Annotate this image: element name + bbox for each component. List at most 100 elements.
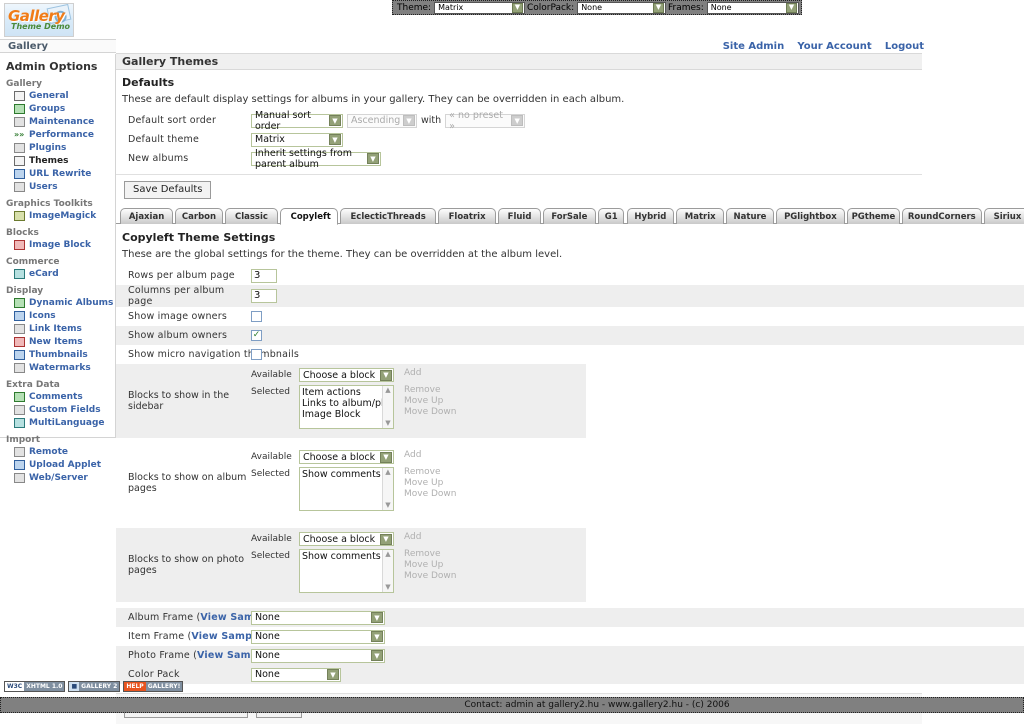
scroll-up-icon[interactable]: ▲: [385, 468, 391, 476]
move-down-button[interactable]: Move Down: [404, 489, 457, 499]
add-block-button[interactable]: Add: [404, 532, 422, 542]
sidebar-item-icons[interactable]: Icons: [4, 310, 115, 322]
sidebar-item-users[interactable]: Users: [4, 181, 115, 193]
sidebar-item-upload-applet[interactable]: Upload Applet: [4, 459, 115, 471]
sidebar-item-web-server[interactable]: Web/Server: [4, 472, 115, 484]
frame-select[interactable]: None ▼: [251, 629, 385, 644]
move-up-button[interactable]: Move Up: [404, 560, 444, 570]
show-micro-nav-checkbox[interactable]: [251, 349, 262, 360]
columns-per-page-input[interactable]: 3: [251, 289, 277, 303]
logout-link[interactable]: Logout: [884, 41, 924, 52]
sidebar-item-themes[interactable]: Themes: [4, 155, 115, 167]
show-album-owners-checkbox[interactable]: ✓: [251, 330, 262, 341]
footer-badge[interactable]: HELP GALLERY!: [123, 681, 184, 692]
sidebar-item-url-rewrite[interactable]: URL Rewrite: [4, 168, 115, 180]
move-down-button[interactable]: Move Down: [404, 407, 457, 417]
sidebar-item-groups[interactable]: Groups: [4, 103, 115, 115]
scroll-down-icon[interactable]: ▼: [385, 501, 391, 509]
scroll-down-icon[interactable]: ▼: [385, 419, 391, 427]
frame-select[interactable]: None ▼: [251, 610, 385, 625]
listbox-scrollbar[interactable]: ▲ ▼: [382, 468, 393, 510]
view-samples-link[interactable]: View Samples: [191, 631, 269, 642]
selected-blocks-listbox[interactable]: Show comments ▲ ▼: [299, 467, 394, 511]
list-item[interactable]: Image Block: [302, 409, 361, 420]
selected-blocks-listbox[interactable]: Show comments ▲ ▼: [299, 549, 394, 593]
sort-preset-select[interactable]: « no preset » ▼: [445, 110, 526, 132]
tab-hybrid[interactable]: Hybrid: [626, 208, 675, 224]
tab-forsale[interactable]: ForSale: [542, 208, 596, 224]
view-samples-link[interactable]: View Samples: [200, 612, 278, 623]
footer-badge[interactable]: ■ GALLERY 2: [68, 681, 121, 692]
tab-copyleft[interactable]: Copyleft: [280, 208, 339, 225]
theme-select[interactable]: Matrix ▼: [434, 1, 525, 14]
list-item[interactable]: Links to album/photo peers: [302, 398, 393, 409]
move-up-button[interactable]: Move Up: [404, 396, 444, 406]
add-block-button[interactable]: Add: [404, 450, 422, 460]
sidebar-item-multilanguage[interactable]: MultiLanguage: [4, 417, 115, 429]
view-samples-link[interactable]: View Samples: [197, 650, 274, 661]
tab-nature[interactable]: Nature: [726, 208, 774, 224]
available-block-select[interactable]: Choose a block ▼: [299, 450, 394, 464]
site-admin-link[interactable]: Site Admin: [722, 41, 785, 52]
list-item[interactable]: Item actions: [302, 387, 361, 398]
sidebar-item-thumbnails[interactable]: Thumbnails: [4, 349, 115, 361]
sidebar-item-comments[interactable]: Comments: [4, 391, 115, 403]
save-defaults-button[interactable]: Save Defaults: [124, 181, 212, 199]
tab-ajaxian[interactable]: Ajaxian: [120, 208, 174, 224]
sidebar-item-general[interactable]: General: [4, 90, 115, 102]
list-item[interactable]: Show comments: [302, 469, 381, 480]
colorpack-select[interactable]: None ▼: [577, 1, 666, 14]
tab-eclecticthreads[interactable]: EclecticThreads: [340, 208, 436, 224]
tab-floatrix[interactable]: Floatrix: [437, 208, 497, 224]
tab-pglightbox[interactable]: PGlightbox: [775, 208, 845, 224]
sidebar-item-imagemagick[interactable]: ImageMagick: [4, 210, 115, 222]
tab-matrix[interactable]: Matrix: [676, 208, 725, 224]
move-down-button[interactable]: Move Down: [404, 571, 457, 581]
sidebar-item-new-items[interactable]: New Items: [4, 336, 115, 348]
sidebar-item-link-items[interactable]: Link Items: [4, 323, 115, 335]
tab-carbon[interactable]: Carbon: [175, 208, 223, 224]
tab-siriux[interactable]: Siriux: [983, 208, 1024, 224]
new-albums-select[interactable]: Inherit settings from parent album ▼: [251, 148, 381, 170]
sidebar-item-image-block[interactable]: Image Block: [4, 239, 115, 251]
sidebar-item-custom-fields[interactable]: Custom Fields: [4, 404, 115, 416]
sidebar-item-plugins[interactable]: Plugins: [4, 142, 115, 154]
listbox-scrollbar[interactable]: ▲ ▼: [382, 550, 393, 592]
tab-roundcorners[interactable]: RoundCorners: [902, 208, 982, 224]
list-item[interactable]: Show comments: [302, 551, 381, 562]
sort-order-select[interactable]: Manual sort order ▼: [251, 110, 343, 132]
sort-direction-select[interactable]: Ascending ▼: [347, 113, 417, 128]
frame-select[interactable]: None ▼: [251, 648, 385, 663]
gallery-logo[interactable]: Gallery Theme Demo: [4, 3, 74, 37]
tab-g1[interactable]: G1: [597, 208, 625, 224]
move-up-button[interactable]: Move Up: [404, 478, 444, 488]
available-block-select[interactable]: Choose a block ▼: [299, 368, 394, 382]
tab-classic[interactable]: Classic: [224, 208, 278, 224]
listbox-scrollbar[interactable]: ▲ ▼: [382, 386, 393, 428]
footer-badge[interactable]: W3C XHTML 1.0: [4, 681, 66, 692]
remove-block-button[interactable]: Remove: [404, 385, 441, 395]
remove-block-button[interactable]: Remove: [404, 467, 441, 477]
breadcrumb[interactable]: Gallery: [0, 39, 116, 53]
your-account-link[interactable]: Your Account: [797, 41, 872, 52]
show-image-owners-checkbox[interactable]: [251, 311, 262, 322]
rows-per-page-input[interactable]: 3: [251, 268, 277, 283]
scroll-up-icon[interactable]: ▲: [385, 550, 391, 558]
tab-fluid[interactable]: Fluid: [498, 208, 541, 224]
sidebar-item-ecard[interactable]: eCard: [4, 268, 115, 280]
color-pack-select[interactable]: None ▼: [251, 667, 341, 682]
sidebar-item-watermarks[interactable]: Watermarks: [4, 362, 115, 374]
sidebar-item-performance[interactable]: »» Performance: [4, 129, 115, 141]
remove-block-button[interactable]: Remove: [404, 549, 441, 559]
sidebar-item-remote[interactable]: Remote: [4, 446, 115, 458]
frames-select[interactable]: None ▼: [706, 1, 799, 14]
available-block-select[interactable]: Choose a block ▼: [299, 532, 394, 546]
tab-pgtheme[interactable]: PGtheme: [846, 208, 900, 224]
scroll-up-icon[interactable]: ▲: [385, 386, 391, 394]
default-theme-select[interactable]: Matrix ▼: [251, 132, 343, 147]
add-block-button[interactable]: Add: [404, 368, 422, 378]
sidebar-item-maintenance[interactable]: Maintenance: [4, 116, 115, 128]
scroll-down-icon[interactable]: ▼: [385, 583, 391, 591]
sidebar-item-dynamic-albums[interactable]: Dynamic Albums: [4, 297, 115, 309]
